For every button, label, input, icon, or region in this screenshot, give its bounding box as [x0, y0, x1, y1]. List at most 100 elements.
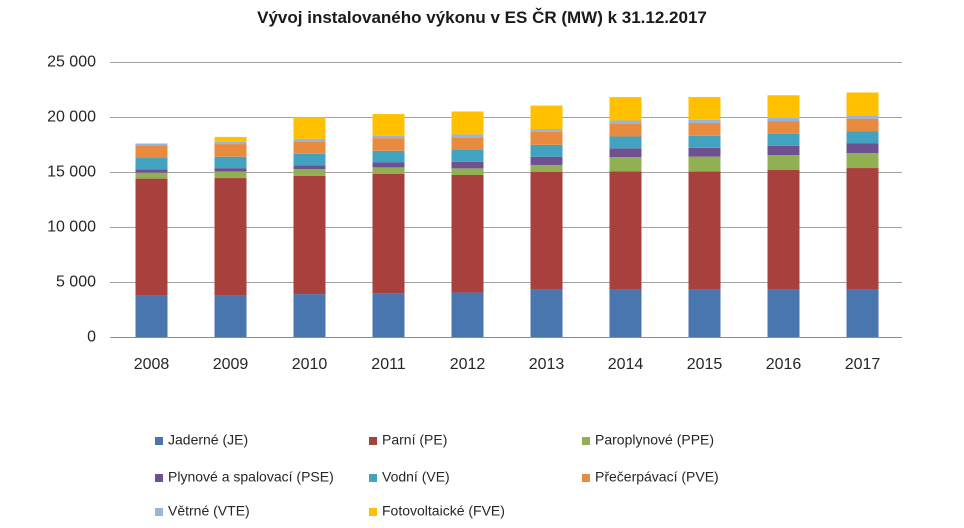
bar-segment-je-2014	[609, 289, 642, 337]
bar-segment-ppe-2012	[451, 168, 484, 175]
bar-segment-ve-2014	[609, 136, 642, 149]
legend-item-ve: Vodní (VE)	[369, 469, 450, 485]
bar-segment-ppe-2010	[293, 169, 326, 176]
chart-title: Vývoj instalovaného výkonu v ES ČR (MW) …	[257, 8, 707, 27]
bar-segment-vte-2013	[530, 128, 563, 132]
bar-segment-ve-2013	[530, 144, 563, 157]
bar-segment-ve-2012	[451, 150, 484, 162]
bar-segment-je-2015	[688, 289, 721, 337]
bar-segment-vte-2014	[609, 120, 642, 124]
legend-label-ve: Vodní (VE)	[382, 469, 450, 485]
bar-segment-pve-2015	[688, 122, 721, 136]
bar-segment-vte-2008	[135, 143, 168, 146]
bar-segment-pse-2013	[530, 156, 563, 165]
bar-segment-pve-2014	[609, 123, 642, 137]
bar-segment-ve-2008	[135, 158, 168, 170]
bar-stack-2010	[293, 117, 326, 337]
legend-label-pse: Plynové a spalovací (PSE)	[168, 469, 334, 485]
legend-label-je: Jaderné (JE)	[168, 432, 248, 448]
bar-segment-pe-2015	[688, 171, 721, 290]
bar-segment-pe-2017	[846, 168, 879, 290]
y-tick-label: 5 000	[56, 274, 96, 291]
bar-segment-pve-2017	[846, 118, 879, 132]
bar-stack-2012	[451, 111, 484, 337]
bar-segment-pve-2011	[372, 138, 405, 151]
x-tick-label: 2009	[213, 356, 249, 373]
legend-item-pe: Parní (PE)	[369, 432, 447, 448]
bar-stack-2009	[214, 136, 247, 337]
bar-segment-fve-2013	[530, 105, 563, 129]
bar-segment-je-2009	[214, 295, 247, 337]
bar-segment-pe-2013	[530, 172, 563, 290]
bar-segment-ppe-2008	[135, 172, 168, 179]
bar-segment-pve-2008	[135, 145, 168, 159]
bar-segment-pse-2012	[451, 161, 484, 169]
bar-segment-pve-2012	[451, 137, 484, 150]
legend-swatch-fve	[369, 508, 377, 516]
bar-segment-ve-2017	[846, 131, 879, 144]
bar-segment-pve-2016	[767, 121, 800, 134]
bar-segment-je-2012	[451, 292, 484, 337]
bar-segment-vte-2016	[767, 117, 800, 122]
bar-segment-pve-2009	[214, 144, 247, 157]
x-tick-label: 2010	[292, 356, 328, 373]
bar-segment-pe-2009	[214, 178, 247, 296]
bar-segment-pse-2010	[293, 165, 326, 170]
bar-segment-je-2013	[530, 289, 563, 337]
x-axis: 2008 2009 2010 2011 2012 2013 2014 2015 2016 2017	[134, 356, 881, 373]
bar-segment-je-2011	[372, 293, 405, 337]
legend-swatch-pve	[582, 474, 590, 482]
legend-label-pe: Parní (PE)	[382, 432, 447, 448]
bar-segment-ppe-2017	[846, 153, 879, 169]
x-tick-label: 2015	[687, 356, 723, 373]
y-tick-label: 25 000	[47, 54, 96, 71]
legend-swatch-vte	[155, 508, 163, 516]
bar-segment-je-2017	[846, 289, 879, 337]
bar-segment-pve-2010	[293, 141, 326, 154]
bar-segment-pse-2009	[214, 168, 247, 172]
bar-segment-je-2010	[293, 294, 326, 337]
bar-segment-fve-2009	[214, 136, 247, 142]
bar-segment-pse-2014	[609, 148, 642, 158]
y-tick-label: 10 000	[47, 219, 96, 236]
bar-segment-pe-2016	[767, 170, 800, 290]
legend-label-fve: Fotovoltaické (FVE)	[382, 503, 505, 519]
bar-segment-ppe-2011	[372, 167, 405, 174]
x-tick-label: 2014	[608, 356, 644, 373]
y-axis: 0 5 000 10 000 15 000 20 000 25 000	[47, 54, 96, 346]
bar-segment-ppe-2014	[609, 157, 642, 172]
x-tick-label: 2012	[450, 356, 486, 373]
bar-segment-fve-2017	[846, 92, 879, 116]
bar-segment-ppe-2009	[214, 171, 247, 179]
legend-item-pve: Přečerpávací (PVE)	[582, 469, 719, 485]
bar-segment-pe-2010	[293, 175, 326, 295]
bar-segment-vte-2009	[214, 141, 247, 145]
legend-label-ppe: Paroplynové (PPE)	[595, 432, 714, 448]
bar-segment-pse-2016	[767, 145, 800, 156]
bars	[135, 92, 879, 337]
bar-segment-je-2008	[135, 295, 168, 337]
y-tick-label: 15 000	[47, 164, 96, 181]
legend-item-je: Jaderné (JE)	[155, 432, 248, 448]
bar-segment-vte-2017	[846, 115, 879, 119]
legend-swatch-ppe	[582, 437, 590, 445]
bar-stack-2008	[135, 143, 168, 337]
legend-label-pve: Přečerpávací (PVE)	[595, 469, 719, 485]
y-tick-label: 20 000	[47, 109, 96, 126]
bar-segment-ve-2009	[214, 156, 247, 169]
bar-segment-pve-2013	[530, 131, 563, 145]
bar-segment-vte-2012	[451, 134, 484, 138]
legend-label-vte: Větrné (VTE)	[168, 503, 250, 519]
bar-segment-fve-2015	[688, 96, 721, 120]
bar-segment-ppe-2013	[530, 164, 563, 172]
bar-segment-ve-2011	[372, 150, 405, 163]
legend-swatch-pse	[155, 474, 163, 482]
bar-segment-vte-2015	[688, 119, 721, 123]
legend-swatch-pe	[369, 437, 377, 445]
legend: Jaderné (JE) Parní (PE) Paroplynové (PPE) P…	[155, 432, 719, 519]
legend-item-fve: Fotovoltaické (FVE)	[369, 503, 505, 519]
bar-stack-2014	[609, 97, 642, 337]
y-tick-label: 0	[87, 329, 96, 346]
bar-segment-pe-2012	[451, 174, 484, 293]
